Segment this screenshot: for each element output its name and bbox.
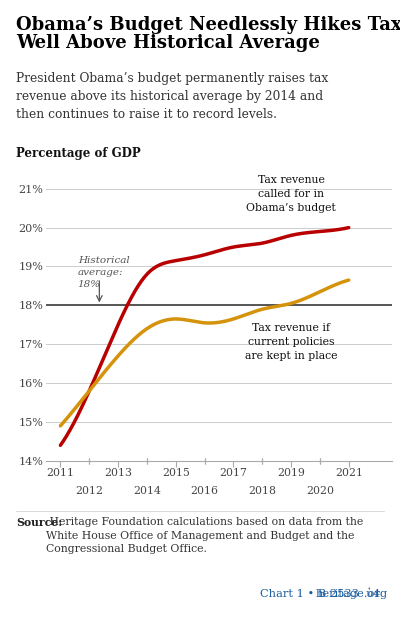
Text: Source:: Source: bbox=[16, 517, 62, 529]
Text: 2018: 2018 bbox=[248, 486, 276, 496]
Text: average:: average: bbox=[78, 268, 123, 277]
Text: 2014: 2014 bbox=[133, 486, 161, 496]
Text: 2016: 2016 bbox=[190, 486, 218, 496]
Text: heritage.org: heritage.org bbox=[316, 589, 388, 599]
Text: Well Above Historical Average: Well Above Historical Average bbox=[16, 34, 320, 53]
Text: Percentage of GDP: Percentage of GDP bbox=[16, 147, 141, 160]
Text: Historical: Historical bbox=[78, 256, 130, 265]
Text: 2012: 2012 bbox=[75, 486, 103, 496]
Text: Tax revenue if
current policies
are kept in place: Tax revenue if current policies are kept… bbox=[245, 323, 337, 361]
Text: 18%: 18% bbox=[78, 280, 101, 289]
Text: Chart 1 • B 2533  ὑ4: Chart 1 • B 2533 ὑ4 bbox=[260, 589, 388, 599]
Text: Tax revenue
called for in
Obama’s budget: Tax revenue called for in Obama’s budget bbox=[246, 175, 336, 213]
Text: Heritage Foundation calculations based on data from the
White House Office of Ma: Heritage Foundation calculations based o… bbox=[46, 517, 363, 554]
Text: Obama’s Budget Needlessly Hikes Taxes: Obama’s Budget Needlessly Hikes Taxes bbox=[16, 16, 400, 34]
Text: President Obama’s budget permanently raises tax
revenue above its historical ave: President Obama’s budget permanently rai… bbox=[16, 72, 328, 121]
Text: 2020: 2020 bbox=[306, 486, 334, 496]
